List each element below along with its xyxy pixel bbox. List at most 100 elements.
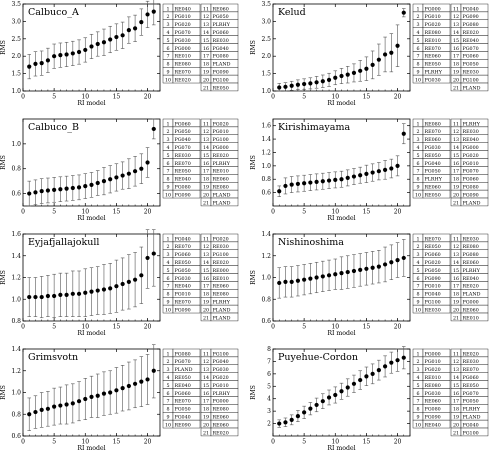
legend-number: 20 bbox=[453, 77, 459, 83]
data-point bbox=[120, 173, 125, 178]
legend-number: 2 bbox=[416, 359, 419, 365]
legend-number: 19 bbox=[453, 300, 459, 306]
legend-code: PG090 bbox=[175, 307, 191, 313]
legend-code: RE030 bbox=[463, 236, 479, 242]
legend-code: PLAND bbox=[175, 367, 193, 373]
x-tick-label: 0 bbox=[21, 209, 25, 216]
data-point bbox=[389, 166, 394, 171]
legend-code: PG000 bbox=[213, 145, 229, 151]
legend-code: PLAND bbox=[213, 315, 231, 321]
legend-number: 12 bbox=[203, 244, 209, 250]
data-point bbox=[108, 37, 113, 42]
data-point bbox=[382, 262, 388, 267]
legend-table: 1 RE070 2 RE050 3 PG060 4 PG020 5 PG050 6 PG090 7 PG0… bbox=[412, 233, 489, 322]
legend-code: RE050 bbox=[213, 85, 229, 91]
legend-number: 10 bbox=[165, 77, 171, 83]
legend-number: 11 bbox=[453, 6, 459, 12]
y-tick-label: 2 bbox=[267, 421, 271, 428]
legend-code: RE000 bbox=[213, 268, 229, 274]
legend-number: 3 bbox=[166, 137, 169, 143]
data-point bbox=[333, 177, 338, 182]
data-point bbox=[351, 70, 357, 76]
y-tick-label: 3 bbox=[267, 408, 271, 415]
data-point bbox=[302, 181, 307, 186]
panel-title: Puyehue-Cordon bbox=[278, 352, 358, 363]
legend-code: PLAND bbox=[463, 200, 481, 206]
legend-code: PG020 bbox=[425, 260, 441, 266]
legend-code-cell bbox=[460, 312, 489, 322]
x-tick-label: 10 bbox=[81, 209, 89, 216]
data-point bbox=[52, 293, 57, 299]
data-point bbox=[289, 182, 294, 187]
data-point bbox=[139, 379, 144, 384]
legend-code: PG010 bbox=[425, 14, 441, 20]
data-point bbox=[114, 175, 119, 180]
legend-number: 3 bbox=[416, 137, 419, 143]
data-point bbox=[139, 273, 144, 278]
legend-code: RE050 bbox=[175, 169, 191, 175]
data-point bbox=[376, 169, 381, 174]
legend-number: 16 bbox=[203, 276, 209, 282]
legend-number: 20 bbox=[453, 422, 459, 428]
y-tick-label: 0.8 bbox=[11, 166, 21, 173]
legend-code: PG050 bbox=[213, 14, 229, 20]
data-point bbox=[145, 377, 150, 382]
legend-number: 7 bbox=[416, 399, 419, 405]
legend-code: RE050 bbox=[425, 192, 441, 198]
x-tick-label: 20 bbox=[144, 209, 152, 216]
legend-number: 12 bbox=[203, 359, 209, 365]
legend-number: 21 bbox=[453, 430, 459, 436]
legend-number: 6 bbox=[416, 276, 419, 282]
legend-number: 20 bbox=[453, 192, 459, 198]
data-point bbox=[114, 34, 119, 40]
y-tick-label: 1.0 bbox=[261, 163, 271, 170]
legend-number: 21 bbox=[203, 85, 209, 91]
data-point bbox=[277, 189, 282, 194]
data-point bbox=[333, 272, 338, 277]
legend-table: 1 PG000 2 PG010 3 PG020 4 RE010 5 RE080 6 PG030 7 RE0… bbox=[412, 348, 489, 436]
panel-title: Kelud bbox=[278, 7, 306, 18]
legend-number: 18 bbox=[453, 62, 459, 68]
y-axis-label: RMS bbox=[250, 270, 257, 285]
data-point bbox=[320, 79, 325, 84]
x-tick-label: 10 bbox=[331, 94, 339, 101]
legend-number: 5 bbox=[166, 383, 169, 389]
data-point bbox=[120, 386, 125, 391]
x-axis-label: RI model bbox=[77, 215, 105, 222]
data-point bbox=[395, 258, 400, 263]
legend-code: PG000 bbox=[425, 6, 441, 12]
data-point bbox=[70, 185, 75, 191]
legend-code: PLAND bbox=[463, 292, 481, 298]
legend-code: RE070 bbox=[175, 300, 191, 306]
y-tick-label: 1.6 bbox=[11, 231, 21, 238]
legend-code: PG020 bbox=[463, 153, 479, 159]
legend-number: 16 bbox=[203, 391, 209, 397]
legend-number: 17 bbox=[453, 399, 459, 405]
data-point bbox=[39, 61, 44, 66]
y-tick-label: 0.8 bbox=[11, 318, 21, 325]
legend-code: PG020 bbox=[175, 22, 191, 28]
data-point bbox=[314, 275, 319, 280]
legend-code: RE090 bbox=[175, 422, 191, 428]
data-point bbox=[45, 58, 51, 63]
data-point bbox=[364, 374, 369, 379]
data-point bbox=[283, 84, 288, 89]
legend-code: RE020 bbox=[213, 430, 229, 436]
legend-number: 4 bbox=[166, 375, 169, 381]
legend-number: 10 bbox=[415, 422, 421, 428]
legend-number: 6 bbox=[166, 276, 169, 282]
data-point bbox=[370, 62, 375, 67]
legend-code: PLAND bbox=[463, 85, 481, 91]
y-tick-label: 3.0 bbox=[261, 18, 271, 25]
data-point bbox=[64, 402, 69, 407]
legend-code-cell bbox=[460, 82, 489, 92]
legend-number: 6 bbox=[416, 161, 419, 167]
data-point bbox=[358, 68, 363, 73]
legend-code: PG090 bbox=[175, 192, 191, 198]
legend-code: PG100 bbox=[425, 300, 441, 306]
x-tick-label: 0 bbox=[21, 94, 25, 101]
legend-code: PG100 bbox=[213, 351, 229, 357]
legend-number: 5 bbox=[416, 38, 419, 44]
data-point bbox=[33, 61, 38, 66]
data-point bbox=[39, 407, 44, 412]
